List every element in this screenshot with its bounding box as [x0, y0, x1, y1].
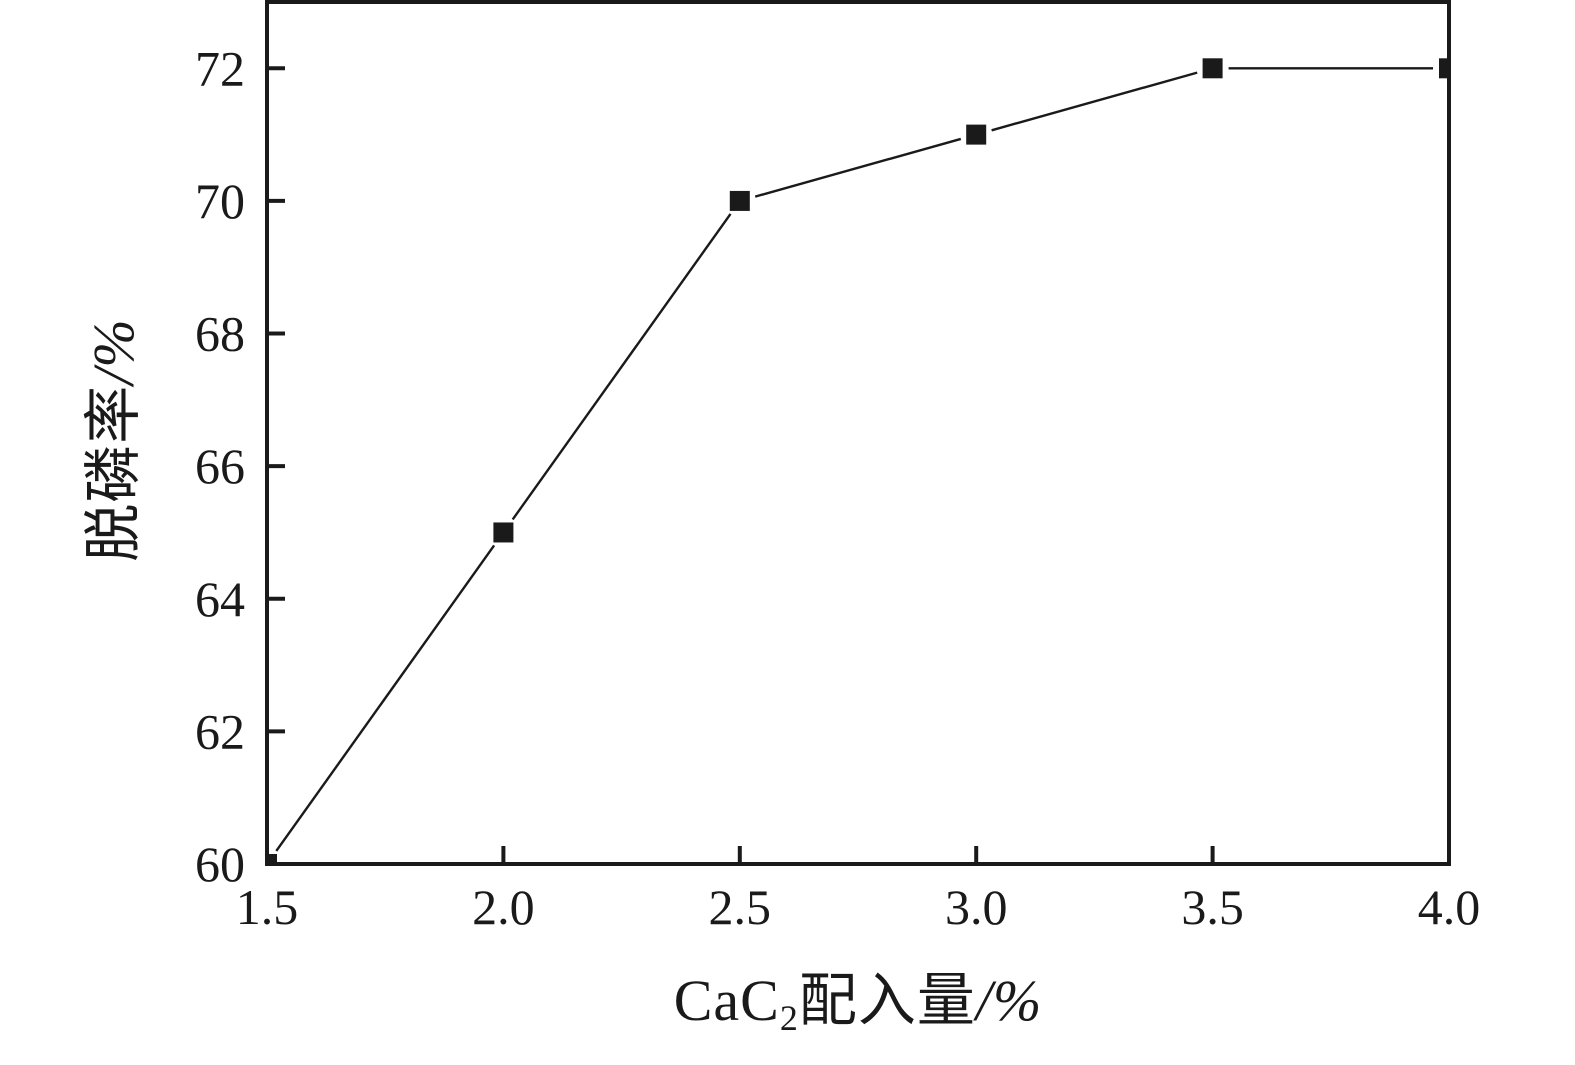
series-line-segment	[511, 213, 732, 521]
plot-border	[265, 0, 1451, 866]
series-line-segment	[275, 544, 496, 852]
y-tick-label: 60	[195, 836, 245, 892]
x-axis-title-unit: /%	[975, 968, 1043, 1033]
y-tick-label: 72	[195, 40, 245, 96]
x-tick-label: 3.0	[945, 879, 1008, 935]
data-point-marker	[966, 124, 987, 145]
x-axis-title-formula: CaC	[673, 968, 780, 1033]
x-axis-title-subscript: 2	[779, 998, 799, 1039]
x-tick-label: 4.0	[1418, 879, 1481, 935]
x-tick-label: 1.5	[236, 879, 299, 935]
data-point-marker	[1439, 58, 1449, 79]
y-axis-title: 脱磷率/%	[66, 318, 150, 561]
series-line-segment	[991, 71, 1198, 132]
x-axis-title: CaC2配入量/%	[673, 953, 1043, 1039]
x-tick-label: 2.0	[472, 879, 535, 935]
y-tick-label: 64	[195, 571, 245, 627]
data-point-marker	[729, 190, 750, 211]
y-tick-label: 68	[195, 306, 245, 362]
x-tick-label: 3.5	[1181, 879, 1244, 935]
data-point-marker	[267, 854, 277, 864]
y-axis-title-unit: /%	[81, 318, 146, 385]
x-axis-title-text: 配入量	[798, 968, 976, 1033]
y-axis-title-text: 脱磷率	[81, 384, 146, 562]
y-tick-label: 62	[195, 703, 245, 759]
series-line-segment	[754, 137, 962, 198]
data-point-marker	[1202, 58, 1223, 79]
y-tick-label: 66	[195, 438, 245, 494]
x-tick-label: 2.5	[709, 879, 772, 935]
y-tick-label: 70	[195, 173, 245, 229]
data-point-marker	[493, 522, 514, 543]
